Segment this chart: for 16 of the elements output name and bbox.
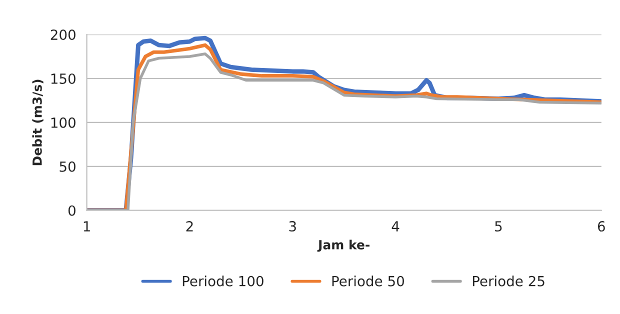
legend-label: Periode 50 (332, 276, 404, 286)
x-tick-label: 1 (84, 221, 90, 232)
y-tick-label: 150 (51, 73, 76, 84)
legend-label: Periode 25 (472, 276, 544, 286)
x-tick-label: 6 (598, 221, 605, 232)
x-tick-label: 2 (186, 221, 193, 232)
y-axis-title: Debit (m3/s) (32, 80, 44, 166)
y-tick-label: 100 (51, 117, 76, 128)
y-tick-label: 0 (68, 205, 76, 216)
x-tick-label: 3 (289, 221, 296, 232)
legend-label: Periode 100 (182, 276, 264, 286)
x-tick-label: 5 (495, 221, 502, 232)
y-tick-label: 200 (50, 30, 76, 40)
y-tick-label: 50 (60, 161, 76, 172)
x-tick-label: 4 (392, 221, 400, 232)
x-axis-title: Jam ke- (317, 240, 370, 252)
